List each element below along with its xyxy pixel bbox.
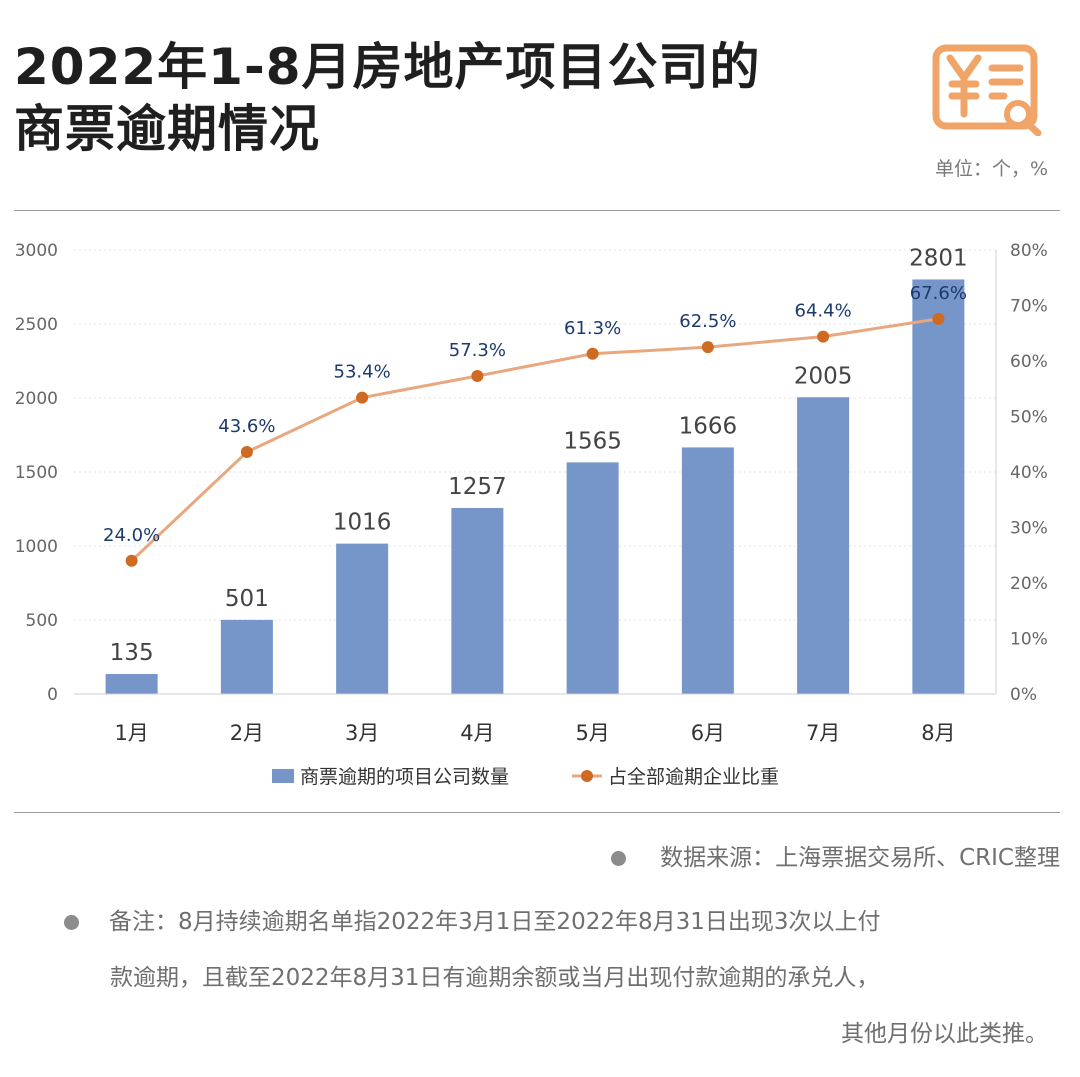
bar	[797, 397, 850, 694]
page-title: 2022年1-8月房地产项目公司的 商票逾期情况	[14, 36, 761, 160]
x-tick-label: 6月	[691, 721, 725, 745]
remark-line-3: 其他月份以此类推。	[841, 1021, 1048, 1047]
ratio-point	[586, 347, 599, 360]
bar	[912, 279, 965, 694]
ratio-point	[932, 312, 945, 325]
top-divider	[14, 210, 1060, 211]
remark-text-1: 备注：8月持续逾期名单指2022年3月1日至2022年8月31日出现3次以上付	[109, 909, 881, 935]
bar	[681, 447, 734, 694]
right-tick-label: 0%	[1010, 685, 1037, 705]
left-tick-label: 1000	[15, 537, 58, 557]
source-text: 数据来源：上海票据交易所、CRIC整理	[660, 845, 1060, 871]
bar-value-label: 1666	[679, 413, 738, 439]
bullet-dot	[611, 851, 627, 866]
right-tick-label: 30%	[1010, 519, 1048, 539]
combo-chart: 0 500 1000 1500 2000 2500 3000 0% 10% 20% 30% 40% 50…	[15, 241, 1048, 788]
remark-line-2: 款逾期，且截至2022年8月31日有逾期余额或当月出现付款逾期的承兑人，	[110, 965, 880, 991]
ratio-point	[817, 330, 830, 343]
ratio-value-label: 24.0%	[103, 525, 160, 546]
ratio-point	[125, 554, 138, 567]
right-tick-label: 40%	[1010, 463, 1048, 483]
left-tick-label: 3000	[15, 241, 58, 261]
unit-label: 单位：个，%	[934, 158, 1048, 180]
right-tick-label: 80%	[1010, 241, 1048, 261]
title-line-2: 商票逾期情况	[14, 100, 320, 158]
ratio-value-label: 53.4%	[334, 362, 391, 383]
ratio-point	[356, 391, 369, 404]
bar	[566, 462, 619, 694]
ratio-value-label: 61.3%	[564, 318, 621, 339]
legend-line-label: 占全部逾期企业比重	[608, 766, 779, 788]
invoice-search-icon	[932, 44, 1044, 137]
data-source: 数据来源：上海票据交易所、CRIC整理	[611, 830, 1060, 886]
x-tick-label: 5月	[575, 721, 609, 745]
right-tick-label: 60%	[1010, 352, 1048, 372]
bottom-divider	[14, 812, 1060, 813]
x-tick-label: 8月	[921, 721, 955, 745]
ratio-value-label: 62.5%	[679, 311, 736, 332]
remark: 备注：8月持续逾期名单指2022年3月1日至2022年8月31日出现3次以上付 …	[64, 894, 1060, 1062]
bar	[451, 507, 504, 694]
bar-value-label: 1016	[333, 510, 392, 536]
ratio-point	[701, 341, 714, 354]
ratio-line	[130, 317, 939, 562]
left-tick-label: 2500	[15, 315, 58, 335]
ratio-value-label: 57.3%	[449, 340, 506, 361]
x-tick-label: 3月	[345, 721, 379, 745]
legend-bar-label: 商票逾期的项目公司数量	[300, 766, 509, 788]
bullet-dot	[64, 915, 79, 930]
bar-value-label: 501	[225, 586, 269, 612]
title-line-1: 2022年1-8月房地产项目公司的	[14, 38, 761, 96]
remark-line-1: 备注：8月持续逾期名单指2022年3月1日至2022年8月31日出现3次以上付	[64, 894, 1060, 950]
right-tick-label: 70%	[1010, 297, 1048, 317]
x-tick-label: 7月	[806, 721, 840, 745]
ratio-point	[240, 446, 253, 459]
ratio-value-label: 43.6%	[218, 416, 275, 437]
bar	[220, 619, 273, 694]
legend-line-marker	[581, 770, 593, 782]
ratio-value-label: 64.4%	[795, 301, 852, 322]
left-tick-label: 500	[26, 611, 58, 631]
bar-value-label: 1257	[448, 474, 507, 500]
x-tick-label: 2月	[230, 721, 264, 745]
ratio-point	[471, 369, 484, 382]
bar	[336, 543, 389, 694]
left-tick-label: 1500	[15, 463, 58, 483]
x-tick-label: 4月	[460, 721, 494, 745]
bar-value-label: 1565	[563, 428, 622, 454]
bar-value-label: 2005	[794, 363, 853, 389]
right-tick-label: 50%	[1010, 408, 1048, 428]
bar-value-label: 135	[110, 640, 154, 666]
bar-value-label: 2801	[909, 245, 968, 271]
right-tick-label: 10%	[1010, 630, 1048, 650]
left-tick-label: 0	[47, 685, 58, 705]
x-tick-label: 1月	[114, 721, 148, 745]
bar	[105, 674, 158, 694]
ratio-value-label: 67.6%	[910, 283, 967, 304]
left-tick-label: 2000	[15, 389, 58, 409]
right-tick-label: 20%	[1010, 574, 1048, 594]
legend-bar-swatch	[272, 769, 294, 783]
